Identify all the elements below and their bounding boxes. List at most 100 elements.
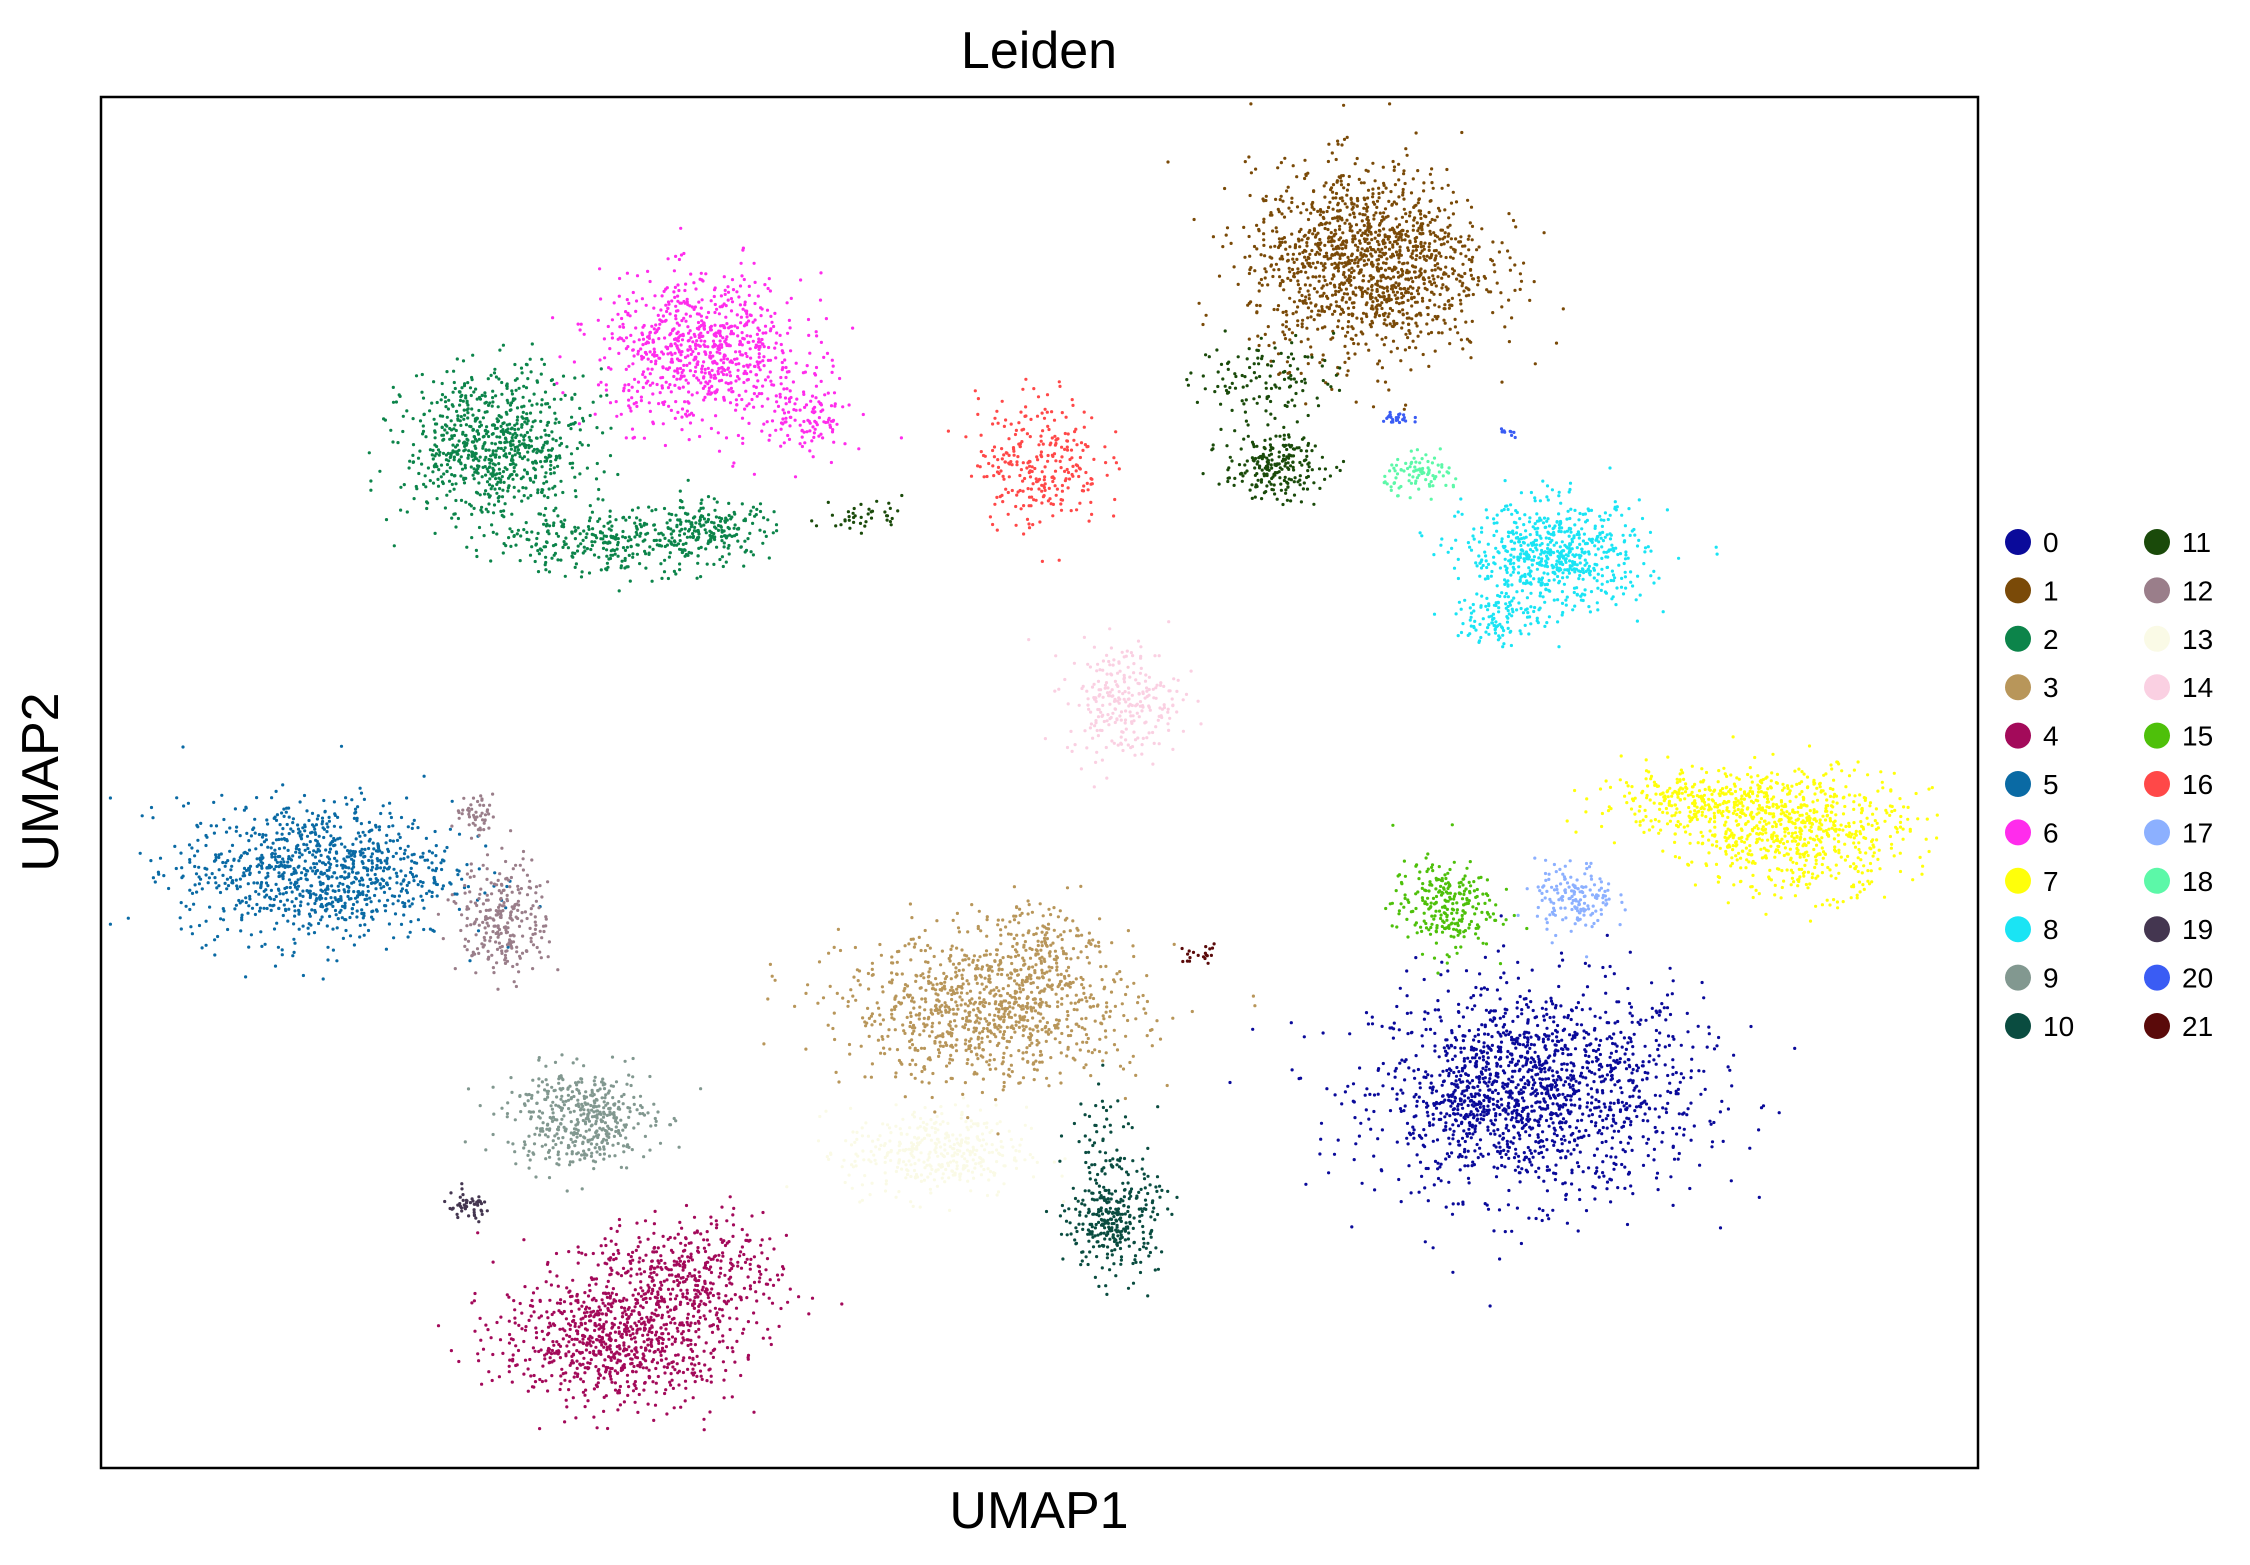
point-0 — [1698, 1163, 1702, 1167]
point-0 — [1614, 1155, 1618, 1159]
point-1 — [1402, 197, 1406, 201]
point-2 — [586, 443, 591, 447]
point-0 — [1584, 1209, 1589, 1213]
point-3 — [1022, 1028, 1026, 1032]
point-0 — [1498, 1145, 1502, 1149]
point-2 — [470, 440, 474, 444]
point-2 — [700, 498, 704, 502]
point-1 — [1392, 321, 1396, 325]
point-1 — [1278, 275, 1282, 279]
point-0 — [1538, 1067, 1542, 1071]
point-0 — [1631, 1052, 1635, 1056]
point-1 — [1300, 325, 1304, 329]
point-0 — [1496, 1099, 1500, 1103]
point-0 — [1440, 1083, 1444, 1087]
point-1 — [1352, 202, 1356, 206]
point-3 — [938, 1044, 943, 1048]
point-2 — [646, 531, 650, 535]
point-0 — [1542, 1018, 1546, 1022]
point-2 — [682, 532, 687, 536]
point-2 — [510, 389, 514, 393]
point-2 — [758, 502, 763, 506]
point-0 — [1470, 1045, 1474, 1049]
point-2 — [491, 449, 495, 453]
point-3 — [909, 937, 913, 942]
point-0 — [1515, 1039, 1519, 1043]
point-0 — [1632, 1088, 1636, 1092]
point-2 — [699, 514, 704, 518]
point-2 — [455, 409, 459, 413]
point-1 — [1397, 256, 1401, 260]
point-0 — [1524, 1130, 1528, 1134]
point-2 — [652, 523, 656, 527]
point-1 — [1389, 277, 1393, 281]
point-1 — [1403, 286, 1407, 291]
point-1 — [1554, 341, 1559, 345]
point-3 — [960, 998, 964, 1002]
point-0 — [1621, 1148, 1625, 1152]
point-3 — [961, 1016, 965, 1021]
point-1 — [1280, 237, 1284, 241]
point-0 — [1367, 1117, 1371, 1121]
point-1 — [1462, 289, 1466, 293]
point-3 — [837, 1080, 841, 1084]
point-0 — [1668, 966, 1672, 970]
point-1 — [1358, 228, 1362, 232]
point-1 — [1318, 208, 1323, 212]
point-0 — [1482, 1050, 1486, 1054]
point-3 — [1031, 1028, 1035, 1032]
point-0 — [1561, 1051, 1565, 1056]
point-1 — [1367, 279, 1371, 283]
point-2 — [420, 390, 424, 394]
point-0 — [1654, 1038, 1658, 1043]
point-2 — [602, 534, 606, 538]
point-0 — [1545, 1087, 1549, 1091]
point-2 — [733, 523, 737, 527]
point-1 — [1325, 283, 1329, 287]
point-1 — [1422, 189, 1426, 193]
point-1 — [1428, 298, 1432, 302]
point-1 — [1380, 306, 1384, 311]
point-1 — [1519, 279, 1524, 283]
point-0 — [1678, 1080, 1682, 1084]
point-0 — [1465, 1134, 1469, 1138]
point-0 — [1510, 1096, 1514, 1100]
point-2 — [420, 462, 424, 466]
point-0 — [1488, 1077, 1492, 1081]
point-0 — [1398, 986, 1402, 990]
point-0 — [1476, 1156, 1480, 1160]
point-3 — [1080, 983, 1084, 987]
point-0 — [1569, 1052, 1573, 1057]
point-2 — [674, 513, 678, 517]
point-3 — [966, 930, 970, 934]
point-0 — [1479, 993, 1483, 997]
point-1 — [1359, 181, 1363, 185]
point-0 — [1592, 1080, 1596, 1084]
point-2 — [611, 535, 615, 539]
point-3 — [876, 1038, 881, 1042]
point-2 — [457, 439, 461, 443]
point-0 — [1532, 1109, 1536, 1113]
point-2 — [502, 430, 506, 434]
point-0 — [1440, 960, 1444, 964]
point-2 — [449, 419, 453, 423]
point-1 — [1428, 242, 1432, 246]
point-2 — [732, 526, 736, 530]
point-0 — [1410, 1030, 1414, 1034]
point-3 — [831, 1026, 835, 1031]
point-1 — [1312, 189, 1316, 194]
point-0 — [1473, 1149, 1477, 1153]
point-2 — [641, 539, 645, 543]
point-0 — [1451, 1133, 1455, 1137]
point-1 — [1279, 194, 1283, 198]
point-2 — [678, 529, 682, 533]
point-1 — [1272, 341, 1276, 345]
point-0 — [1534, 1101, 1538, 1105]
point-2 — [748, 531, 752, 536]
point-0 — [1505, 1055, 1509, 1059]
point-1 — [1387, 298, 1391, 302]
point-0 — [1562, 1027, 1567, 1031]
point-1 — [1338, 283, 1342, 287]
point-0 — [1340, 1102, 1344, 1106]
point-2 — [505, 423, 509, 427]
